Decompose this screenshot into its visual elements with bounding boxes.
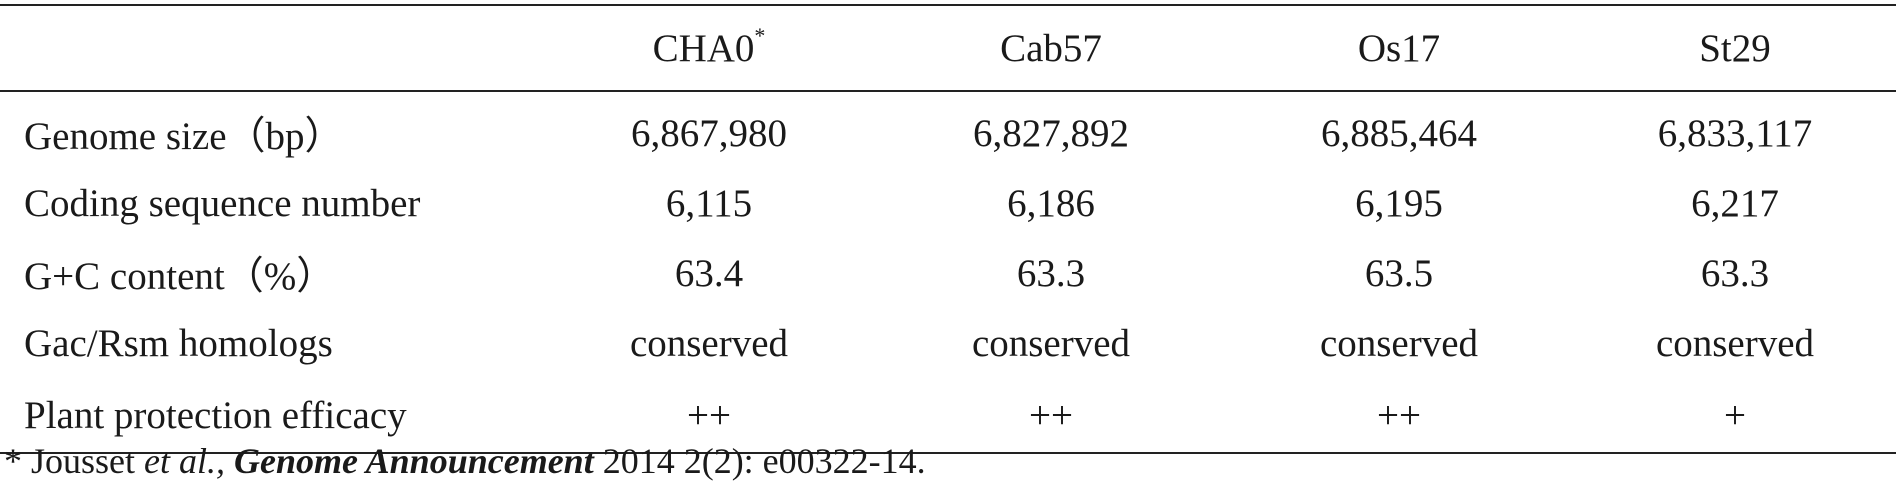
header-cha0-superscript: * — [754, 22, 766, 48]
header-cha0: CHA0* — [540, 4, 878, 92]
table-cell: ++ — [878, 378, 1224, 454]
header-cab57: Cab57 — [878, 4, 1224, 92]
table-row-gac-rsm: Gac/Rsm homologs conserved conserved con… — [0, 308, 1896, 378]
row-label: Genome size（bp） — [24, 115, 344, 158]
table-row-coding-sequence: Coding sequence number 6,115 6,186 6,195… — [0, 168, 1896, 238]
data-table-container: CHA0* Cab57 Os17 St29 Genome size（bp） 6,… — [0, 4, 1896, 454]
table-cell: 6,833,117 — [1657, 111, 1813, 155]
footnote: * Jousset et al., Genome Announcement 20… — [4, 440, 926, 482]
footnote-citation: 2014 2(2): e00322-14. — [593, 441, 926, 481]
table-cell: 6,867,980 — [631, 111, 787, 155]
table-cell: 63.3 — [1700, 251, 1770, 295]
footnote-et-al: et al., — [144, 441, 225, 481]
header-cha0-label: CHA0 — [652, 26, 755, 70]
table-cell: 6,186 — [1007, 181, 1095, 225]
table-cell: conserved — [1319, 321, 1479, 365]
table-cell: conserved — [971, 321, 1131, 365]
table-cell: 6,195 — [1355, 181, 1443, 225]
table-cell: 6,827,892 — [973, 111, 1129, 155]
row-label: Plant protection efficacy — [0, 378, 540, 454]
table-cell: 63.4 — [674, 251, 744, 295]
header-st29: St29 — [1574, 4, 1896, 92]
table-cell: 63.3 — [1016, 251, 1086, 295]
table-cell: conserved — [629, 321, 789, 365]
header-os17: Os17 — [1224, 4, 1574, 92]
table-cell: 6,217 — [1691, 181, 1779, 225]
table-cell: 6,885,464 — [1321, 111, 1477, 155]
table-cell: 6,115 — [665, 181, 753, 225]
table-cell: conserved — [1655, 321, 1815, 365]
genome-comparison-table: CHA0* Cab57 Os17 St29 Genome size（bp） 6,… — [0, 4, 1896, 454]
footnote-journal: Genome Announcement — [234, 441, 594, 481]
table-row-genome-size: Genome size（bp） 6,867,980 6,827,892 6,88… — [0, 91, 1896, 168]
table-cell: 63.5 — [1364, 251, 1434, 295]
footnote-marker: * Jousset — [4, 441, 145, 481]
table-row-plant-protection: Plant protection efficacy ++ ++ ++ + — [0, 378, 1896, 454]
row-label: G+C content（%） — [24, 255, 336, 298]
table-row-gc-content: G+C content（%） 63.4 63.3 63.5 63.3 — [0, 238, 1896, 308]
table-cell: + — [1574, 378, 1896, 454]
row-label: Coding sequence number — [24, 181, 421, 225]
row-label: Gac/Rsm homologs — [24, 321, 333, 365]
header-empty — [0, 4, 540, 92]
table-cell: ++ — [540, 378, 878, 454]
table-header-row: CHA0* Cab57 Os17 St29 — [0, 4, 1896, 92]
table-cell: ++ — [1224, 378, 1574, 454]
